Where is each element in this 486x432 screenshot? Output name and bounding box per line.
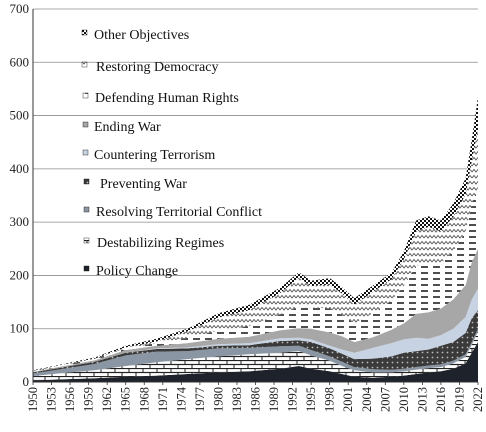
legend-swatch-restoring-democracy — [81, 61, 88, 68]
legend-swatch-countering-terrorism — [82, 149, 89, 156]
legend-label-preventing-war: Preventing War — [100, 177, 187, 192]
area-ending-war — [33, 248, 478, 373]
legend-label-other-objectives: Other Objectives — [94, 28, 189, 43]
y-tick-label: 700 — [10, 1, 30, 16]
area-countering-terrorism — [33, 288, 478, 373]
x-tick-label: 2013 — [415, 387, 429, 412]
legend-swatch-other-objectives — [81, 29, 88, 36]
x-tick-label: 2007 — [378, 387, 392, 412]
legend-label-destabilizing-regimes: Destabilizing Regimes — [97, 236, 224, 251]
x-tick-label: 2004 — [360, 386, 374, 412]
x-tick-label: 1980 — [211, 387, 225, 412]
legend-swatch-defending-human-rights — [82, 92, 89, 99]
x-tick-label: 2001 — [341, 387, 355, 412]
x-tick-label: 2019 — [452, 387, 466, 412]
area-resolving-territorial-conflict — [33, 328, 478, 377]
x-tick-label: 2016 — [434, 387, 448, 412]
legend-swatch-destabilizing-regimes — [83, 237, 90, 244]
x-tick-label: 1962 — [100, 387, 114, 412]
x-tick-label: 1983 — [230, 387, 244, 412]
x-tick-label: 2010 — [397, 387, 411, 412]
x-tick-label: 1968 — [137, 387, 151, 412]
legend-label-policy-change: Policy Change — [96, 264, 178, 279]
y-tick-label: 600 — [10, 54, 30, 69]
legend-label-restoring-democracy: Restoring Democracy — [96, 60, 218, 75]
x-tick-label: 2022 — [471, 387, 485, 412]
legend-label-defending-human-rights: Defending Human Rights — [95, 91, 239, 106]
area-policy-change — [33, 342, 478, 382]
x-tick-label: 1989 — [267, 387, 281, 412]
legend-swatch-resolving-territorial-conflict — [83, 206, 90, 213]
area-defending-human-rights — [33, 187, 478, 372]
y-tick-label: 400 — [10, 161, 30, 176]
x-tick-label: 1953 — [45, 387, 59, 412]
y-tick-label: 300 — [10, 214, 30, 229]
legend-swatch-preventing-war — [83, 178, 90, 185]
x-tick-label: 1956 — [63, 387, 77, 412]
legend-label-countering-terrorism: Countering Terrorism — [94, 148, 215, 163]
x-tick-labels: 1950 1953 1956 1959 1962 1965 1968 1971 1974 1977… — [26, 382, 485, 412]
x-tick-label: 1977 — [193, 387, 207, 412]
area-destabilizing-regimes — [33, 331, 478, 381]
x-tick-label: 1959 — [82, 387, 96, 412]
x-tick-label: 1986 — [249, 387, 263, 412]
y-tick-label: 500 — [10, 108, 30, 123]
legend-label-resolving-territorial-conflict: Resolving Territorial Conflict — [96, 205, 262, 220]
legend-swatch-ending-war — [82, 121, 89, 128]
x-tick-label: 1992 — [286, 387, 300, 412]
legend-swatch-policy-change — [83, 265, 90, 272]
legend-label-ending-war: Ending War — [94, 120, 161, 135]
gridlines — [33, 8, 478, 383]
y-tick-label: 100 — [10, 321, 30, 336]
x-tick-label: 1998 — [323, 387, 337, 412]
x-tick-label: 1974 — [174, 386, 188, 412]
area-restoring-democracy — [33, 128, 478, 372]
area-layers — [33, 96, 478, 382]
x-tick-label: 1965 — [119, 387, 133, 412]
x-tick-label: 1995 — [304, 387, 318, 412]
x-tick-label: 1950 — [26, 387, 40, 412]
x-tick-label: 1971 — [156, 387, 170, 412]
y-tick-label: 200 — [10, 267, 30, 282]
y-tick-label: 0 — [23, 374, 30, 389]
y-tick-labels: 0 100 200 300 400 500 600 700 — [10, 1, 30, 389]
legend: Other Objectives Restoring Democracy Defen… — [81, 28, 262, 279]
